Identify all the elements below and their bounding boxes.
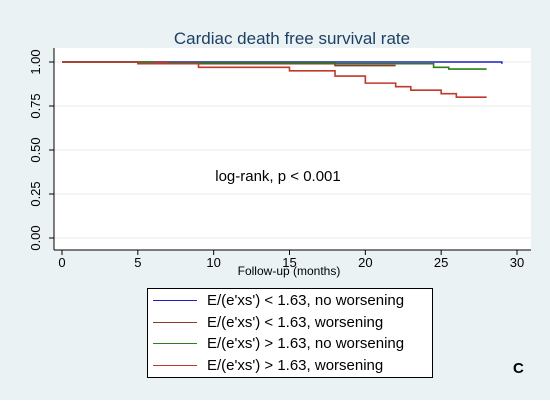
y-tick-label: 1.00 xyxy=(28,49,43,74)
x-tick-label: 15 xyxy=(282,255,296,270)
y-tick-label: 0.75 xyxy=(28,93,43,118)
legend-label: E/(e'xs') > 1.63, no worsening xyxy=(207,335,405,353)
legend-swatch xyxy=(153,321,197,323)
y-tick-label: 0.00 xyxy=(28,225,43,250)
legend-label: E/(e'xs') > 1.63, worsening xyxy=(207,356,384,374)
x-tick-label: 10 xyxy=(206,255,220,270)
x-tick-label: 5 xyxy=(134,255,141,270)
legend: E/(e'xs') < 1.63, no worsening E/(e'xs') … xyxy=(147,288,433,378)
legend-swatch xyxy=(153,300,197,302)
series-layer xyxy=(62,61,503,98)
log-rank-annotation: log-rank, p < 0.001 xyxy=(215,168,341,185)
legend-swatch xyxy=(153,343,197,345)
legend-label: E/(e'xs') < 1.63, no worsening xyxy=(207,292,405,310)
series-line-1 xyxy=(62,61,503,64)
x-tick-label: 30 xyxy=(510,255,524,270)
legend-label: E/(e'xs') < 1.63, worsening xyxy=(207,313,384,331)
axes: 0.00 0.25 0.50 0.75 1.00 0 5 10 15 20 25 30 xyxy=(28,48,531,270)
legend-swatch xyxy=(153,364,197,366)
x-tick-label: 20 xyxy=(358,255,372,270)
legend-item-3: E/(e'xs') > 1.63, no worsening xyxy=(148,333,432,355)
legend-item-2: E/(e'xs') < 1.63, worsening xyxy=(148,312,432,334)
x-axis-label: Follow-up (months) xyxy=(238,264,341,278)
series-line-4 xyxy=(62,61,487,98)
panel-label: C xyxy=(513,360,524,377)
y-tick-label: 0.25 xyxy=(28,181,43,206)
chart-title: Cardiac death free survival rate xyxy=(174,29,410,48)
x-tick-label: 25 xyxy=(434,255,448,270)
gridlines xyxy=(54,61,531,239)
y-tick-label: 0.50 xyxy=(28,137,43,162)
legend-item-4: E/(e'xs') > 1.63, worsening xyxy=(148,355,432,377)
legend-item-1: E/(e'xs') < 1.63, no worsening xyxy=(148,290,432,312)
plot-area xyxy=(54,48,531,250)
x-tick-label: 0 xyxy=(58,255,65,270)
